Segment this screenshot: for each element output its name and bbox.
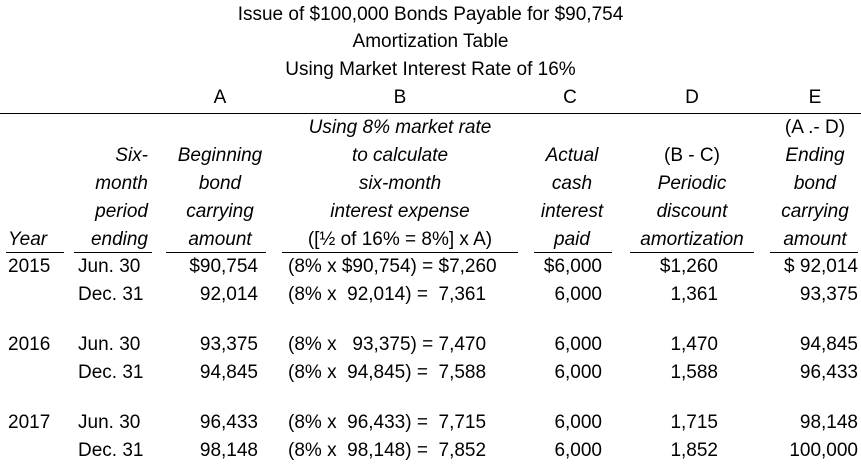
- header-a-line1: Beginning: [177, 145, 263, 166]
- row-cash-paid: 6,000: [554, 412, 602, 433]
- header-b-line4: interest expense: [330, 201, 470, 222]
- header-d-line3: discount: [656, 201, 728, 222]
- row-year: 2015: [8, 256, 51, 277]
- header-e-line5: amount: [783, 229, 847, 250]
- header-period-line2: month: [95, 173, 148, 194]
- row-interest-expense: (8% x 92,014) = 7,361: [288, 284, 487, 305]
- row-ending-amount: 94,845: [799, 334, 858, 355]
- underline-a: [166, 252, 266, 253]
- row-period: Jun. 30: [78, 256, 141, 277]
- header-c-line3: interest: [540, 201, 604, 222]
- header-e-line3: bond: [793, 173, 837, 194]
- row-cash-paid: $6,000: [543, 256, 602, 277]
- row-beginning-amount: $90,754: [189, 256, 258, 277]
- header-c-line2: cash: [551, 173, 593, 194]
- row-ending-amount: 96,433: [799, 362, 858, 383]
- row-ending-amount: 100,000: [789, 440, 858, 461]
- row-year: 2016: [8, 334, 51, 355]
- row-beginning-amount: 93,375: [199, 334, 258, 355]
- table-subtitle-rate: Using Market Interest Rate of 16%: [285, 59, 576, 80]
- row-interest-expense: (8% x 94,845) = 7,588: [288, 362, 487, 383]
- header-b-line3: six-month: [358, 173, 442, 194]
- row-cash-paid: 6,000: [554, 362, 602, 383]
- row-discount-amortization: 1,588: [670, 362, 718, 383]
- underline-b: [282, 252, 518, 253]
- row-ending-amount: $ 92,014: [784, 256, 858, 277]
- header-period-line3: period: [95, 201, 148, 222]
- header-period-line4: ending: [90, 229, 148, 250]
- row-interest-expense: (8% x 98,148) = 7,852: [288, 440, 487, 461]
- row-beginning-amount: 94,845: [199, 362, 258, 383]
- header-c-line1: Actual: [545, 145, 599, 166]
- row-year: 2017: [8, 412, 51, 433]
- header-c-line4: paid: [554, 229, 590, 250]
- row-cash-paid: 6,000: [554, 440, 602, 461]
- column-letter-b: B: [393, 87, 407, 108]
- underline-period: [74, 252, 152, 253]
- row-beginning-amount: 96,433: [199, 412, 258, 433]
- header-year: Year: [8, 229, 48, 250]
- row-beginning-amount: 92,014: [199, 284, 258, 305]
- row-period: Dec. 31: [78, 362, 144, 383]
- row-period: Dec. 31: [78, 440, 144, 461]
- column-letter-d: D: [685, 87, 699, 108]
- column-letter-c: C: [563, 87, 577, 108]
- column-letter-a: A: [213, 87, 227, 108]
- header-e-line2: Ending: [785, 145, 845, 166]
- row-interest-expense: (8% x 93,375) = 7,470: [288, 334, 487, 355]
- header-d-line4: amortization: [640, 229, 744, 250]
- row-cash-paid: 6,000: [554, 334, 602, 355]
- header-b-line1: Using 8% market rate: [308, 117, 492, 138]
- header-a-line2: bond: [198, 173, 242, 194]
- header-b-line5: ([½ of 16% = 8%] x A): [307, 229, 493, 250]
- underline-e: [770, 252, 858, 253]
- underline-d: [630, 252, 754, 253]
- header-b-line2: to calculate: [351, 145, 449, 166]
- header-a-line3: carrying: [186, 201, 254, 222]
- table-subtitle: Amortization Table: [352, 31, 509, 52]
- header-d-line1: (B - C): [664, 145, 720, 166]
- row-cash-paid: 6,000: [554, 284, 602, 305]
- row-period: Dec. 31: [78, 284, 144, 305]
- header-e-line1: (A .- D): [784, 117, 846, 138]
- row-ending-amount: 93,375: [799, 284, 858, 305]
- row-period: Jun. 30: [78, 412, 141, 433]
- row-interest-expense: (8% x 96,433) = 7,715: [288, 412, 487, 433]
- row-discount-amortization: 1,852: [670, 440, 718, 461]
- underline-year: [6, 252, 64, 253]
- row-period: Jun. 30: [78, 334, 141, 355]
- underline-c: [534, 252, 612, 253]
- column-letter-e: E: [808, 87, 822, 108]
- header-period-line1: Six-: [115, 145, 148, 166]
- header-e-line4: carrying: [781, 201, 849, 222]
- header-a-line4: amount: [188, 229, 252, 250]
- row-interest-expense: (8% x $90,754) = $7,260: [288, 256, 497, 277]
- row-ending-amount: 98,148: [799, 412, 858, 433]
- row-discount-amortization: 1,715: [670, 412, 718, 433]
- row-discount-amortization: 1,470: [670, 334, 718, 355]
- table-title: Issue of $100,000 Bonds Payable for $90,…: [237, 4, 624, 25]
- header-top-rule: [0, 113, 861, 114]
- row-discount-amortization: 1,361: [670, 284, 718, 305]
- row-discount-amortization: $1,260: [659, 256, 718, 277]
- row-beginning-amount: 98,148: [199, 440, 258, 461]
- header-d-line2: Periodic: [657, 173, 727, 194]
